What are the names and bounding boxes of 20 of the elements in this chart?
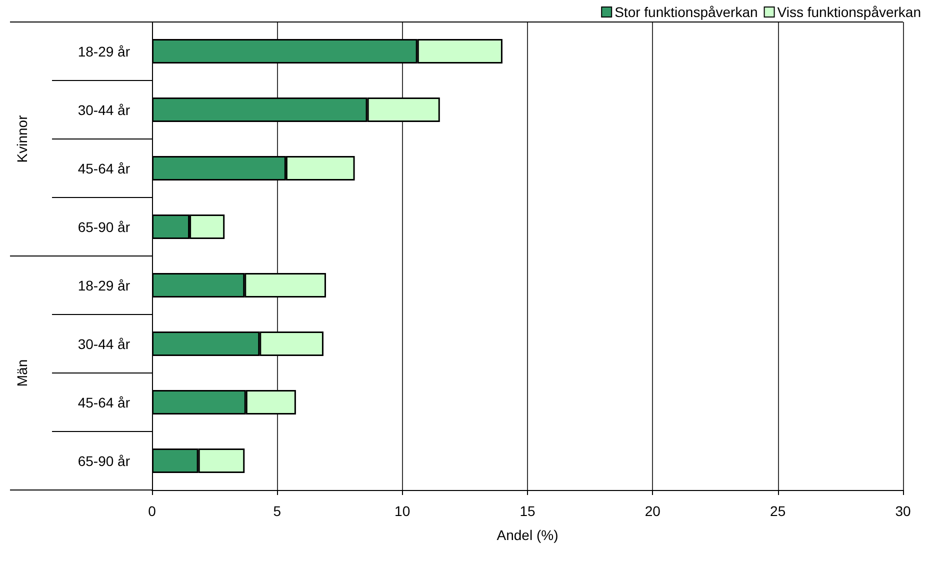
x-tick-label: 25: [770, 503, 786, 519]
y-tick-label: 30-44 år: [78, 336, 130, 352]
y-tick-label: 18-29 år: [78, 277, 130, 294]
y-tick-label: 45-64 år: [78, 160, 130, 176]
x-tick-label: 30: [895, 503, 911, 519]
text: Män: [14, 359, 30, 387]
y-tick-label: 45-64 år: [78, 394, 130, 410]
legend-label: Viss funktionspåverkan: [777, 4, 922, 20]
y-tick-label: 18-29 år: [78, 43, 130, 60]
y-tick-label: 30-44 år: [78, 102, 130, 118]
x-tick-label: 0: [148, 503, 156, 519]
x-tick-label: 15: [520, 503, 536, 519]
x-axis-title: Andel (%): [496, 527, 558, 543]
legend-label: Stor funktionspåverkan: [614, 4, 758, 20]
text: Kvinnor: [14, 114, 30, 163]
x-tick-label: 10: [394, 503, 410, 519]
y-tick-label: 65-90 år: [78, 452, 130, 469]
y-tick-label: 65-90 år: [78, 218, 130, 235]
x-tick-label: 20: [644, 503, 661, 519]
x-tick-label: 5: [273, 503, 282, 519]
